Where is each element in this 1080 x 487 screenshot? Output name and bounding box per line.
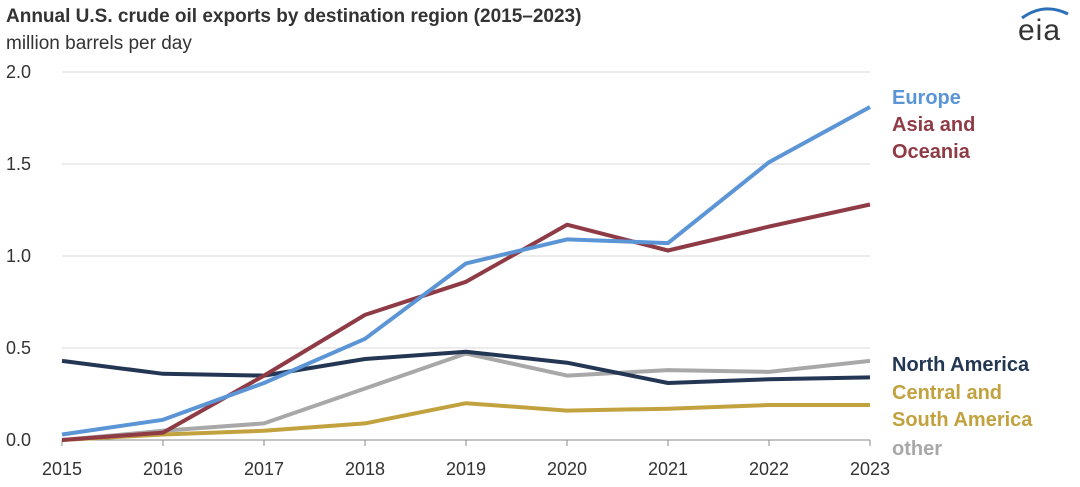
logo-swoosh-icon xyxy=(1021,7,1069,20)
x-tick-label: 2016 xyxy=(143,459,183,479)
series-labels: Europe Asia and Oceania North America Centra… xyxy=(892,87,1033,460)
series-lines xyxy=(61,105,871,442)
series-label-central-and-south-america: Central and xyxy=(892,382,1002,404)
logo-text: eia xyxy=(1018,14,1062,47)
y-tick-label: 1.5 xyxy=(6,154,31,174)
series-line-europe xyxy=(61,105,871,437)
y-tick-label: 0.0 xyxy=(6,430,31,450)
x-tick-label: 2021 xyxy=(648,459,688,479)
series-label-other: other xyxy=(892,438,942,460)
series-label-asia-and-oceania: Asia and xyxy=(892,114,975,136)
series-label-europe: Europe xyxy=(892,87,961,109)
chart-subtitle: million barrels per day xyxy=(6,33,192,54)
x-tick-label: 2023 xyxy=(850,459,890,479)
x-axis: 2015 2016 2017 2018 2019 2020 2021 2022 2023 xyxy=(42,440,890,479)
x-tick-label: 2015 xyxy=(42,459,82,479)
series-label-asia-and-oceania: Oceania xyxy=(892,141,971,163)
series-line-central-and-south-america xyxy=(61,401,870,442)
series-label-central-and-south-america: South America xyxy=(892,409,1033,431)
x-tick-label: 2019 xyxy=(446,459,486,479)
y-tick-label: 0.5 xyxy=(6,338,31,358)
series-line-north-america xyxy=(61,349,871,385)
eia-logo: eia xyxy=(1012,4,1074,50)
x-tick-label: 2018 xyxy=(345,459,385,479)
y-tick-label: 1.0 xyxy=(6,246,31,266)
x-tick-label: 2022 xyxy=(749,459,789,479)
y-tick-label: 2.0 xyxy=(6,62,31,82)
grid xyxy=(62,71,870,441)
series-label-north-america: North America xyxy=(892,354,1030,376)
chart-title: Annual U.S. crude oil exports by destina… xyxy=(6,6,582,27)
series-line-other xyxy=(61,351,871,442)
series-line-asia-and-oceania xyxy=(61,202,871,442)
x-tick-label: 2020 xyxy=(547,459,587,479)
x-tick-label: 2017 xyxy=(244,459,284,479)
y-axis: 0.0 0.5 1.0 1.5 2.0 xyxy=(6,62,31,450)
